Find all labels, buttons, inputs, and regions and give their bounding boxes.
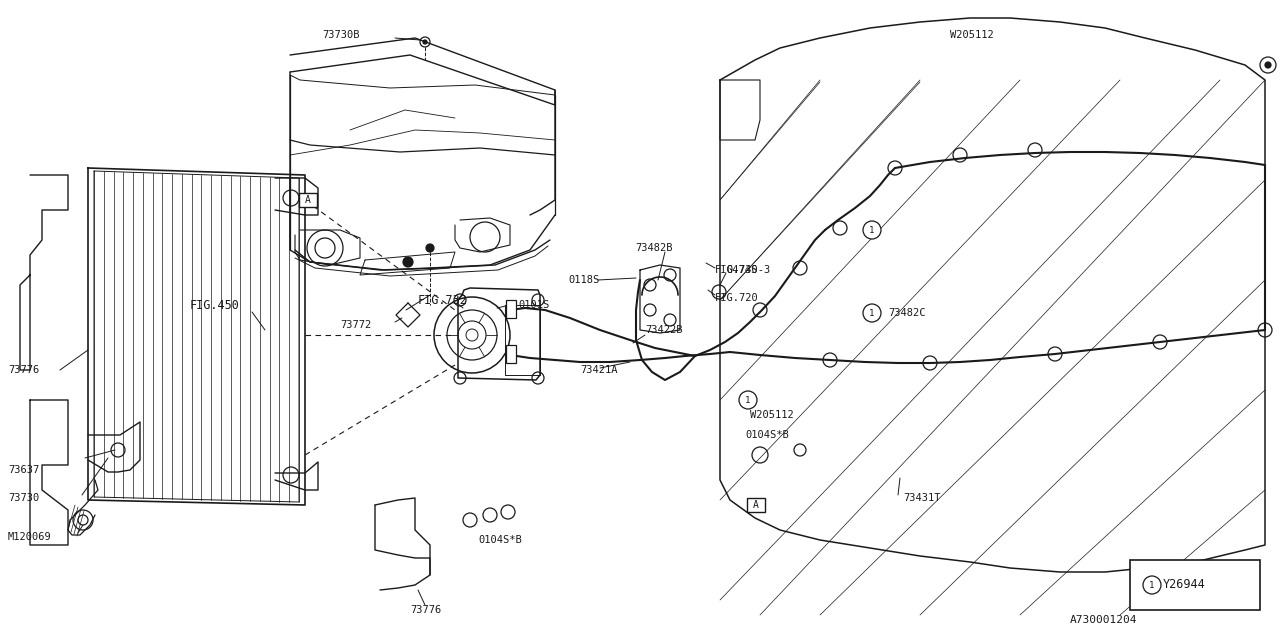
Text: A: A xyxy=(753,500,759,510)
Text: 0104S*B: 0104S*B xyxy=(745,430,788,440)
Bar xyxy=(506,345,516,363)
Circle shape xyxy=(422,40,428,44)
Text: Y26944: Y26944 xyxy=(1164,579,1206,591)
Text: 73431T: 73431T xyxy=(902,493,941,503)
Text: 0118S: 0118S xyxy=(568,275,599,285)
Circle shape xyxy=(1265,62,1271,68)
Circle shape xyxy=(403,257,413,267)
Text: 73772: 73772 xyxy=(340,320,371,330)
Text: 73730B: 73730B xyxy=(323,30,360,40)
Text: 0104S*B: 0104S*B xyxy=(477,535,522,545)
Text: 73422B: 73422B xyxy=(645,325,682,335)
Text: 0101S: 0101S xyxy=(518,300,549,310)
Circle shape xyxy=(863,304,881,322)
Text: FIG.732: FIG.732 xyxy=(419,294,468,307)
Text: 0474S: 0474S xyxy=(726,265,758,275)
Text: 1: 1 xyxy=(745,396,750,404)
Text: 1: 1 xyxy=(869,225,874,234)
Text: FIG.450: FIG.450 xyxy=(189,298,239,312)
Text: 1: 1 xyxy=(869,308,874,317)
Text: A730001204: A730001204 xyxy=(1070,615,1138,625)
Text: 73482C: 73482C xyxy=(888,308,925,318)
Text: 73776: 73776 xyxy=(410,605,442,615)
Text: 73776: 73776 xyxy=(8,365,40,375)
Text: FIG.720: FIG.720 xyxy=(716,293,759,303)
Text: A: A xyxy=(305,195,311,205)
Text: 73637: 73637 xyxy=(8,465,40,475)
Text: 73421A: 73421A xyxy=(580,365,617,375)
Bar xyxy=(300,193,317,207)
Circle shape xyxy=(739,391,756,409)
Text: W205112: W205112 xyxy=(950,30,993,40)
Text: W205112: W205112 xyxy=(750,410,794,420)
Circle shape xyxy=(1143,576,1161,594)
Text: 1: 1 xyxy=(1149,580,1155,589)
Circle shape xyxy=(426,244,434,252)
Bar xyxy=(506,300,516,318)
Text: 73730: 73730 xyxy=(8,493,40,503)
Text: 73482B: 73482B xyxy=(635,243,672,253)
Bar xyxy=(1130,560,1260,610)
Circle shape xyxy=(863,221,881,239)
Text: FIG.730-3: FIG.730-3 xyxy=(716,265,772,275)
Bar xyxy=(748,498,765,512)
Text: M120069: M120069 xyxy=(8,532,51,542)
